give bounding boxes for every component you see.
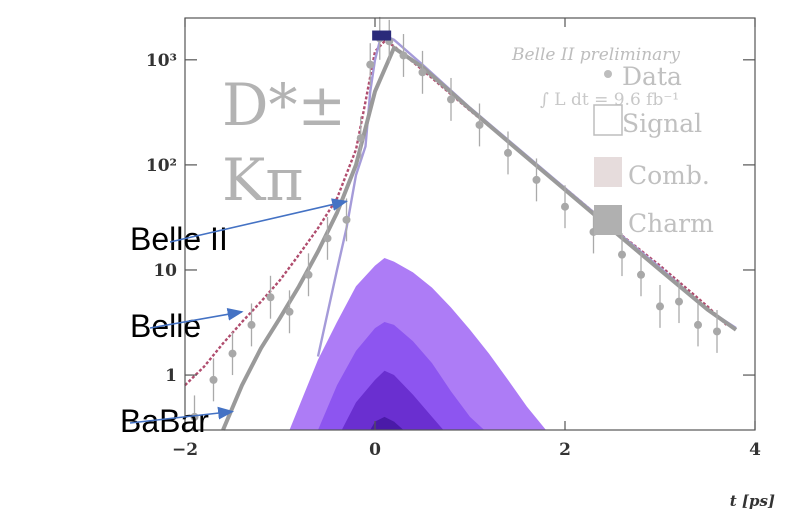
y-tick-label: 10 bbox=[153, 261, 177, 281]
y-tick-label: 10² bbox=[146, 156, 177, 176]
data-point bbox=[356, 134, 365, 143]
data-point bbox=[656, 302, 664, 311]
annotation-belle-arrow bbox=[149, 307, 244, 329]
decay-label-line1: D*± bbox=[222, 71, 346, 139]
x-tick-label: 0 bbox=[369, 440, 381, 460]
annotation-babar-label: BaBar bbox=[120, 403, 209, 439]
data-point bbox=[694, 320, 702, 329]
x-tick-label: 4 bbox=[749, 440, 761, 460]
fill-layer bbox=[289, 258, 546, 430]
data-point bbox=[228, 349, 237, 358]
data-point bbox=[323, 234, 332, 243]
data-point bbox=[209, 375, 218, 384]
data-point bbox=[561, 202, 569, 211]
y-tick-label: 1 bbox=[165, 366, 177, 386]
core-fill-area bbox=[370, 416, 404, 430]
y-tick-label: 10³ bbox=[146, 51, 177, 71]
data-point bbox=[247, 320, 256, 329]
data-point bbox=[285, 307, 294, 316]
annotation-belle-ii-label: Belle II bbox=[130, 221, 228, 257]
babar-curve bbox=[221, 44, 738, 431]
data-point bbox=[675, 297, 683, 306]
data-point bbox=[637, 270, 645, 279]
data-point bbox=[532, 175, 541, 184]
data-point bbox=[366, 60, 375, 69]
luminosity-label: ∫ L dt = 9.6 fb⁻¹ bbox=[540, 90, 679, 110]
legend-comb-label: Comb. bbox=[628, 161, 710, 190]
data-point bbox=[475, 120, 484, 129]
x-tick-label: −2 bbox=[172, 440, 198, 460]
annotation-babar-arrow bbox=[129, 406, 235, 424]
data-point bbox=[418, 68, 427, 77]
x-tick-label: 2 bbox=[559, 440, 571, 460]
data-point bbox=[399, 51, 408, 60]
x-axis-label: t [ps] bbox=[730, 492, 775, 510]
legend-charm-label: Charm bbox=[628, 209, 714, 238]
plot-frame bbox=[184, 17, 756, 431]
data-point bbox=[342, 215, 351, 224]
experiment-label: Belle II preliminary bbox=[511, 45, 680, 65]
data-point bbox=[447, 95, 455, 104]
legend-data-marker bbox=[604, 70, 612, 78]
y-axis: 1 10 10² 10³ bbox=[146, 51, 755, 386]
data-point bbox=[266, 293, 275, 302]
data-point bbox=[618, 250, 626, 259]
peak-marker bbox=[372, 30, 392, 41]
data-point bbox=[504, 148, 512, 157]
data-point bbox=[713, 327, 721, 336]
legend: Data Signal Comb. Charm bbox=[593, 62, 714, 238]
data-point bbox=[304, 270, 313, 279]
data-points bbox=[190, 16, 721, 430]
legend-charm-marker bbox=[594, 205, 622, 235]
legend-data-label: Data bbox=[622, 62, 682, 91]
annotation-belle-ii-arrow bbox=[169, 198, 349, 243]
legend-comb-marker bbox=[594, 157, 622, 187]
legend-signal-label: Signal bbox=[622, 109, 702, 138]
charm-fill-area bbox=[341, 370, 444, 430]
x-axis: −2 0 2 4 bbox=[172, 18, 761, 460]
legend-signal-marker bbox=[593, 104, 623, 136]
decay-label-line2: Kπ bbox=[222, 146, 303, 214]
